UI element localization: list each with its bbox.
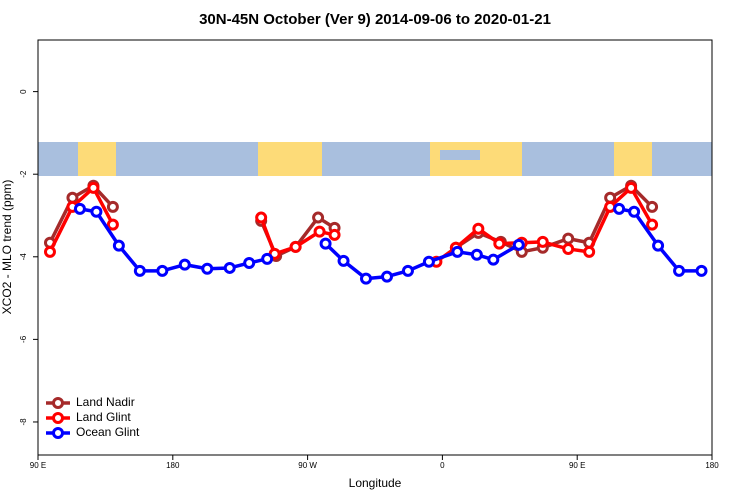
point — [112, 239, 125, 252]
point — [470, 248, 483, 261]
point — [223, 261, 236, 274]
legend-label: Ocean Glint — [76, 425, 140, 439]
point — [106, 200, 119, 213]
point — [646, 218, 659, 231]
point — [673, 264, 686, 277]
point — [255, 211, 268, 224]
x-tick-label: 0 — [440, 461, 445, 470]
point — [243, 256, 256, 269]
legend-marker — [52, 427, 64, 439]
point — [628, 205, 641, 218]
point — [106, 218, 119, 231]
point — [319, 237, 332, 250]
point — [487, 253, 500, 266]
point — [73, 202, 86, 215]
point — [312, 211, 325, 224]
chart-title: 30N-45N October (Ver 9) 2014-09-06 to 20… — [199, 11, 551, 28]
point — [646, 200, 659, 213]
point — [512, 238, 525, 251]
point — [562, 242, 575, 255]
point — [328, 228, 341, 241]
point — [87, 181, 100, 194]
plot-frame — [37, 39, 713, 456]
point — [613, 202, 626, 215]
point — [451, 245, 464, 258]
x-tick-label: 90 W — [298, 461, 317, 470]
x-tick-label: 180 — [705, 461, 719, 470]
y-tick-label: -2 — [19, 170, 28, 178]
x-tick-label: 90 E — [30, 461, 46, 470]
point — [562, 232, 575, 245]
y-tick-label: 0 — [19, 89, 28, 94]
point — [360, 272, 373, 285]
point — [261, 252, 274, 265]
legend-label: Land Glint — [76, 410, 131, 424]
point — [652, 239, 665, 252]
y-tick-label: -8 — [19, 418, 28, 426]
point — [472, 222, 485, 235]
point — [422, 255, 435, 268]
point — [90, 205, 103, 218]
y-tick-label: -6 — [19, 335, 28, 343]
point — [289, 240, 302, 253]
point — [695, 264, 708, 277]
point — [401, 264, 414, 277]
point — [625, 181, 638, 194]
point — [43, 245, 56, 258]
x-tick-label: 180 — [166, 461, 180, 470]
y-tick-label: -4 — [19, 253, 28, 261]
legend-marker — [52, 397, 64, 409]
point — [313, 225, 326, 238]
x-axis-label: Longitude — [349, 476, 402, 490]
legend-label: Land Nadir — [76, 395, 135, 409]
map-band — [38, 142, 712, 176]
point — [536, 235, 549, 248]
point — [583, 245, 596, 258]
point — [493, 237, 506, 250]
point — [201, 262, 214, 275]
y-axis-label: XCO2 - MLO trend (ppm) — [0, 180, 14, 315]
point — [380, 270, 393, 283]
series-line — [79, 207, 702, 281]
point — [156, 264, 169, 277]
legend-marker — [52, 412, 64, 424]
point — [337, 254, 350, 267]
point — [178, 258, 191, 271]
point — [133, 264, 146, 277]
x-tick-label: 90 E — [569, 461, 585, 470]
series-line — [48, 186, 654, 264]
